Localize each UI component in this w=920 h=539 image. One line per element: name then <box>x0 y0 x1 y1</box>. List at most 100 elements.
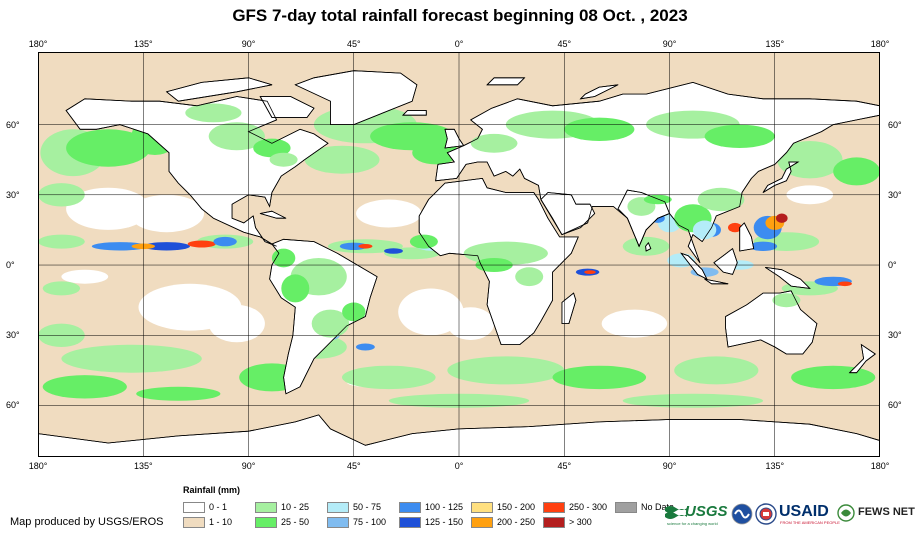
legend-swatch <box>399 502 421 513</box>
map-title: GFS 7-day total rainfall forecast beginn… <box>232 6 688 25</box>
lat-tick-left: 30° <box>6 330 20 341</box>
lat-tick-left: 60° <box>6 400 20 411</box>
rain-band <box>777 141 843 179</box>
lon-tick-bottom: 135° <box>133 461 153 471</box>
greenland-coastline <box>294 70 418 125</box>
legend-label: > 300 <box>569 517 592 527</box>
land-rain <box>281 274 310 303</box>
madagascar-coastline <box>561 292 577 325</box>
land-rain <box>269 152 298 167</box>
baffin-coastline <box>259 96 315 118</box>
land-rain <box>564 117 635 141</box>
rain-band <box>38 234 85 249</box>
legend-swatch <box>543 517 565 528</box>
lat-tick-left: 30° <box>6 189 20 200</box>
nasa-seal <box>755 503 777 525</box>
heavy-rain-cell <box>91 242 148 251</box>
legend-swatch <box>255 502 277 513</box>
usgs-text: USGS <box>685 503 728 520</box>
rain-band <box>304 145 380 174</box>
legend-label: 0 - 1 <box>209 502 228 512</box>
lat-tick-right: 30° <box>888 189 902 200</box>
graticule <box>38 52 880 457</box>
land-rain <box>253 138 291 158</box>
dry-zone <box>601 309 668 338</box>
lon-tick-top: 0° <box>454 39 464 49</box>
dry-zone <box>61 269 109 284</box>
heavy-rain-cell <box>143 242 190 251</box>
dry-zone <box>356 199 422 228</box>
lon-tick-top: 45° <box>557 39 572 49</box>
map-frame <box>38 52 880 457</box>
rain-band <box>622 393 764 408</box>
lat-tick-left: 60° <box>6 119 20 130</box>
heavy-rain-cell <box>837 281 852 287</box>
rain-band <box>42 281 81 296</box>
north-america-coastline <box>65 96 329 247</box>
legend-swatch <box>183 517 205 528</box>
heavy-rain-cell <box>776 213 788 223</box>
rain-band <box>791 365 876 390</box>
land-rain <box>470 133 518 153</box>
usgs-logo: USGS science for a changing world <box>665 503 729 529</box>
lon-tick-top: 90° <box>662 39 677 49</box>
lat-tick-right: 0° <box>888 260 897 271</box>
borneo-coastline <box>713 247 738 275</box>
legend-label: 250 - 300 <box>569 502 608 512</box>
cuba-coastline <box>260 210 287 219</box>
heavy-rain-cell <box>358 244 373 249</box>
lat-tick-left: 0° <box>6 260 15 271</box>
legend-label: 100 - 125 <box>425 502 464 512</box>
agency-logos: USGS science for a changing world USAID … <box>665 500 915 530</box>
heavy-rain-cell <box>584 270 596 274</box>
india-coastline <box>617 189 671 248</box>
eurasia-coastline <box>435 81 880 263</box>
legend-swatch <box>615 502 637 513</box>
rain-band <box>674 356 759 385</box>
heavy-rain-cell <box>728 222 742 233</box>
rain-band <box>447 356 565 385</box>
legend-label: 125 - 150 <box>425 517 464 527</box>
lon-tick-bottom: 135° <box>765 461 785 471</box>
lon-tick-bottom: 45° <box>557 461 572 471</box>
rainfall-legend: 0 - 1 1 - 10 10 - 25 25 - 50 50 - 75 75 - 100… <box>183 502 674 532</box>
dry-zone <box>66 187 151 230</box>
lon-tick-top: 90° <box>241 39 256 49</box>
legend-swatch <box>471 517 493 528</box>
legend-swatch <box>543 502 565 513</box>
dry-zone <box>398 288 464 336</box>
land-rain <box>271 248 296 268</box>
land-rain <box>772 293 801 308</box>
philippines-coastline <box>739 222 755 252</box>
usgs-wave-icon <box>665 506 687 519</box>
land-rain <box>697 187 745 212</box>
rain-band <box>61 344 202 373</box>
noaa-logo <box>731 503 753 525</box>
heavy-rain-cell <box>749 241 778 251</box>
legend-label: 1 - 10 <box>209 517 233 527</box>
land-rain <box>208 122 265 151</box>
land-rain <box>311 309 350 338</box>
dry-zone <box>208 304 265 343</box>
fewsnet-text: FEWS NET <box>858 506 915 518</box>
lon-tick-bottom: 0° <box>454 461 464 471</box>
lat-tick-right: 30° <box>888 330 902 341</box>
lon-tick-top: 45° <box>346 39 361 49</box>
antarctica-coastline <box>38 414 880 457</box>
sri-lanka-coastline <box>645 242 652 252</box>
lon-tick-bottom: 180° <box>28 461 48 471</box>
legend-swatch <box>327 502 349 513</box>
land-rain <box>643 194 672 205</box>
fewsnet-logo: FEWS NET <box>837 503 915 527</box>
svalbard-coastline <box>486 77 526 86</box>
heavy-rain-cell <box>384 248 403 254</box>
rain-band <box>136 386 221 401</box>
britain-coastline <box>444 128 465 149</box>
new-guinea-coastline <box>765 267 811 289</box>
australia-coastline <box>725 290 818 355</box>
land-rain <box>704 124 775 148</box>
legend-swatch <box>471 502 493 513</box>
lon-tick-top: 135° <box>765 39 785 49</box>
usgs-tagline: science for a changing world <box>667 521 718 526</box>
land-rain <box>692 220 717 240</box>
